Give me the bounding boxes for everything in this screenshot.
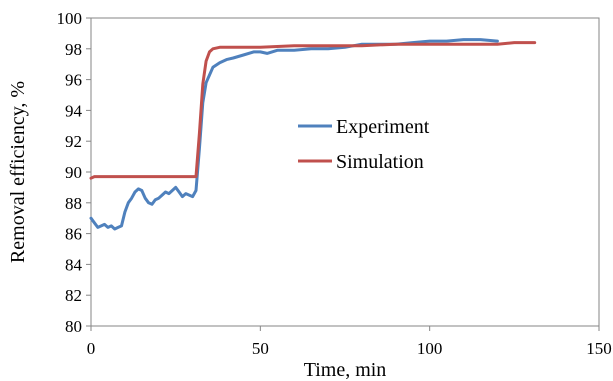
x-tick-label: 100 — [417, 339, 443, 358]
chart-axes — [86, 17, 600, 331]
chart-legend: Experiment Simulation — [298, 116, 430, 173]
y-tick-label: 92 — [65, 132, 82, 151]
x-axis-title: Time, min — [304, 359, 387, 381]
series-line-experiment — [89, 38, 499, 231]
x-tick-label: 0 — [87, 339, 96, 358]
y-tick-label: 84 — [65, 255, 83, 274]
x-tick-label: 150 — [586, 339, 612, 358]
series-line-simulation — [89, 41, 537, 180]
y-tick-label: 82 — [65, 286, 82, 305]
legend-label-experiment: Experiment — [336, 116, 430, 138]
y-tick-label: 80 — [65, 317, 82, 336]
chart-series — [89, 38, 537, 231]
y-tick-label: 98 — [65, 40, 82, 59]
y-tick-label: 86 — [65, 225, 82, 244]
x-tick-label: 50 — [252, 339, 269, 358]
tick-labels: 80 82 84 86 88 90 92 94 96 98 100 0 50 100 150 — [57, 9, 612, 358]
y-tick-label: 100 — [57, 9, 83, 28]
y-tick-label: 88 — [65, 194, 82, 213]
y-tick-label: 94 — [65, 101, 83, 120]
y-tick-label: 96 — [65, 71, 82, 90]
legend-label-simulation: Simulation — [336, 151, 424, 173]
y-tick-label: 90 — [65, 163, 82, 182]
y-axis-title: Removal efficiency, % — [7, 81, 29, 263]
